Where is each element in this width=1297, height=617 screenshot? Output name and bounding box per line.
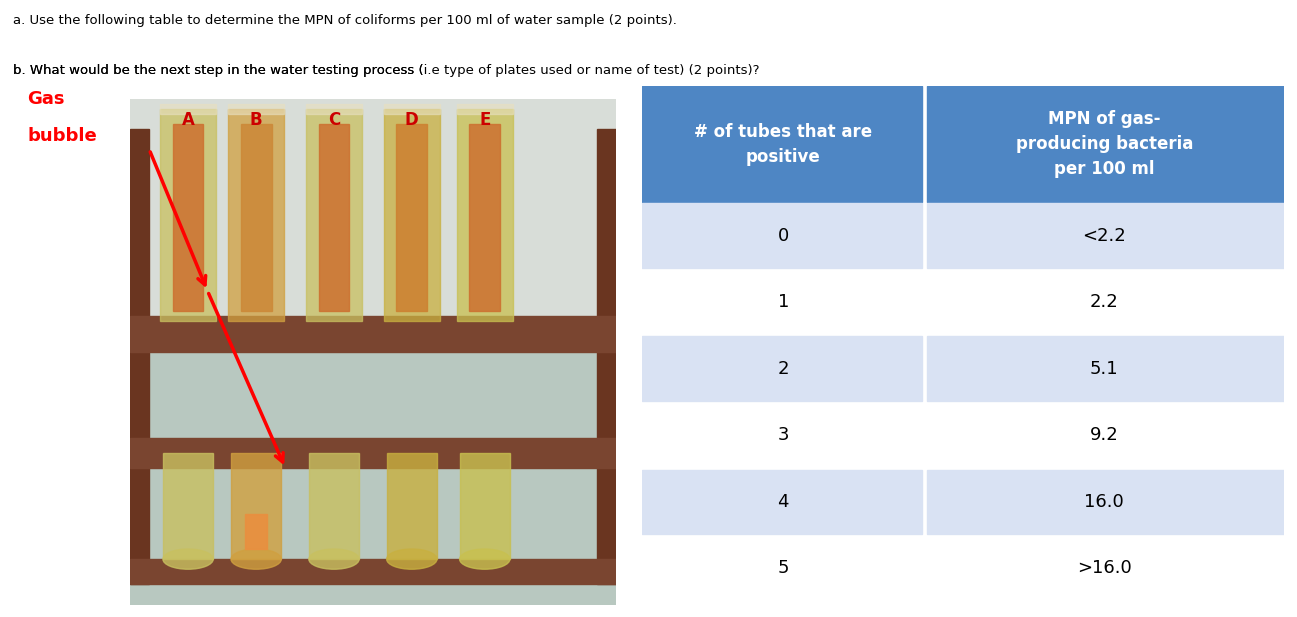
Bar	[397, 124, 427, 311]
Bar	[642, 204, 922, 268]
Bar	[231, 453, 281, 559]
Bar	[470, 124, 501, 311]
Bar	[306, 109, 362, 321]
Bar	[642, 536, 922, 600]
Text: 0: 0	[778, 226, 789, 244]
Bar	[459, 453, 510, 559]
Text: a. Use the following table to determine the MPN of coliforms per 100 ml of water: a. Use the following table to determine …	[13, 14, 677, 27]
Bar	[387, 453, 437, 559]
Bar	[642, 470, 922, 534]
Bar	[457, 109, 512, 321]
Bar	[228, 104, 284, 114]
Text: <2.2: <2.2	[1083, 226, 1126, 244]
Text: bubble: bubble	[27, 127, 97, 145]
Text: >16.0: >16.0	[1077, 559, 1132, 578]
Bar	[927, 536, 1284, 600]
Bar	[384, 104, 440, 114]
Text: # of tubes that are
positive: # of tubes that are positive	[694, 123, 873, 166]
Bar	[642, 403, 922, 468]
Bar	[642, 86, 922, 202]
Bar	[130, 99, 616, 326]
Bar	[642, 270, 922, 334]
Text: 9.2: 9.2	[1089, 426, 1118, 444]
Bar	[309, 453, 359, 559]
Text: Gas: Gas	[27, 90, 65, 108]
Text: b. What would be the next step in the water testing process (: b. What would be the next step in the wa…	[13, 64, 424, 77]
Text: E: E	[479, 110, 490, 129]
Text: b. What would be the next step in the water testing process (i.e type of plates : b. What would be the next step in the wa…	[13, 64, 760, 77]
Bar	[306, 104, 362, 114]
Bar	[130, 129, 149, 584]
Text: 16.0: 16.0	[1084, 493, 1124, 511]
Bar	[228, 109, 284, 321]
Text: 1: 1	[778, 293, 789, 311]
Bar	[457, 104, 512, 114]
Text: 2.2: 2.2	[1089, 293, 1118, 311]
Text: C: C	[328, 110, 340, 129]
Bar	[160, 109, 217, 321]
Text: 3: 3	[777, 426, 789, 444]
Bar	[927, 470, 1284, 534]
Text: MPN of gas-
producing bacteria
per 100 ml: MPN of gas- producing bacteria per 100 m…	[1016, 110, 1193, 178]
Bar	[927, 403, 1284, 468]
Text: D: D	[405, 110, 419, 129]
Bar	[245, 513, 267, 549]
Bar	[173, 124, 204, 311]
Bar	[927, 336, 1284, 401]
Bar	[160, 104, 217, 114]
Text: 4: 4	[777, 493, 789, 511]
Text: 2: 2	[777, 360, 789, 378]
Ellipse shape	[459, 549, 510, 569]
Bar	[319, 124, 349, 311]
Text: b. What would be the next step in the water testing process (i.e: b. What would be the next step in the wa…	[13, 64, 437, 77]
Bar	[642, 336, 922, 401]
Bar	[927, 86, 1284, 202]
Ellipse shape	[309, 549, 359, 569]
Bar	[927, 270, 1284, 334]
Bar	[384, 109, 440, 321]
Ellipse shape	[163, 549, 213, 569]
Ellipse shape	[231, 549, 281, 569]
Bar	[130, 317, 616, 352]
Bar	[130, 437, 616, 468]
Bar	[130, 559, 616, 584]
Bar	[597, 129, 616, 584]
Text: A: A	[182, 110, 195, 129]
Bar	[241, 124, 271, 311]
Text: B: B	[250, 110, 262, 129]
Text: 5: 5	[777, 559, 789, 578]
Text: 5.1: 5.1	[1089, 360, 1118, 378]
Bar	[163, 453, 213, 559]
Ellipse shape	[387, 549, 437, 569]
Bar	[927, 204, 1284, 268]
